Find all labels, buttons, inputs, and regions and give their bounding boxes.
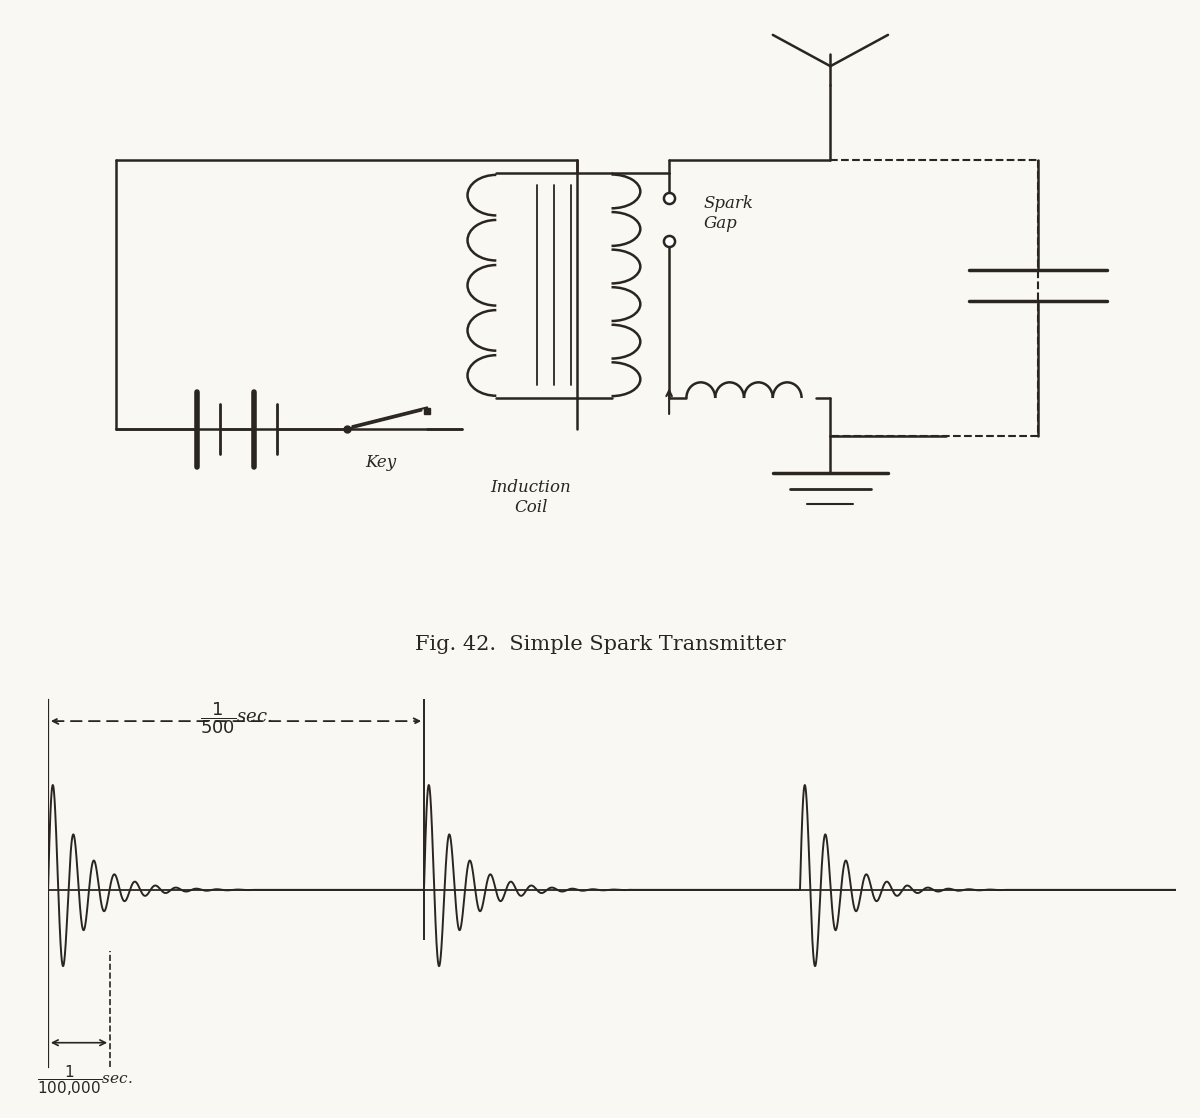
Text: Key: Key [366,454,397,471]
Text: Spark
Gap: Spark Gap [703,195,754,231]
Text: $\dfrac{1}{500}$sec.: $\dfrac{1}{500}$sec. [199,700,272,736]
Text: Fig. 42.  Simple Spark Transmitter: Fig. 42. Simple Spark Transmitter [415,635,785,654]
Text: Induction
Coil: Induction Coil [491,480,571,517]
Text: $\dfrac{1}{100{,}000}$sec.: $\dfrac{1}{100{,}000}$sec. [37,1063,132,1098]
